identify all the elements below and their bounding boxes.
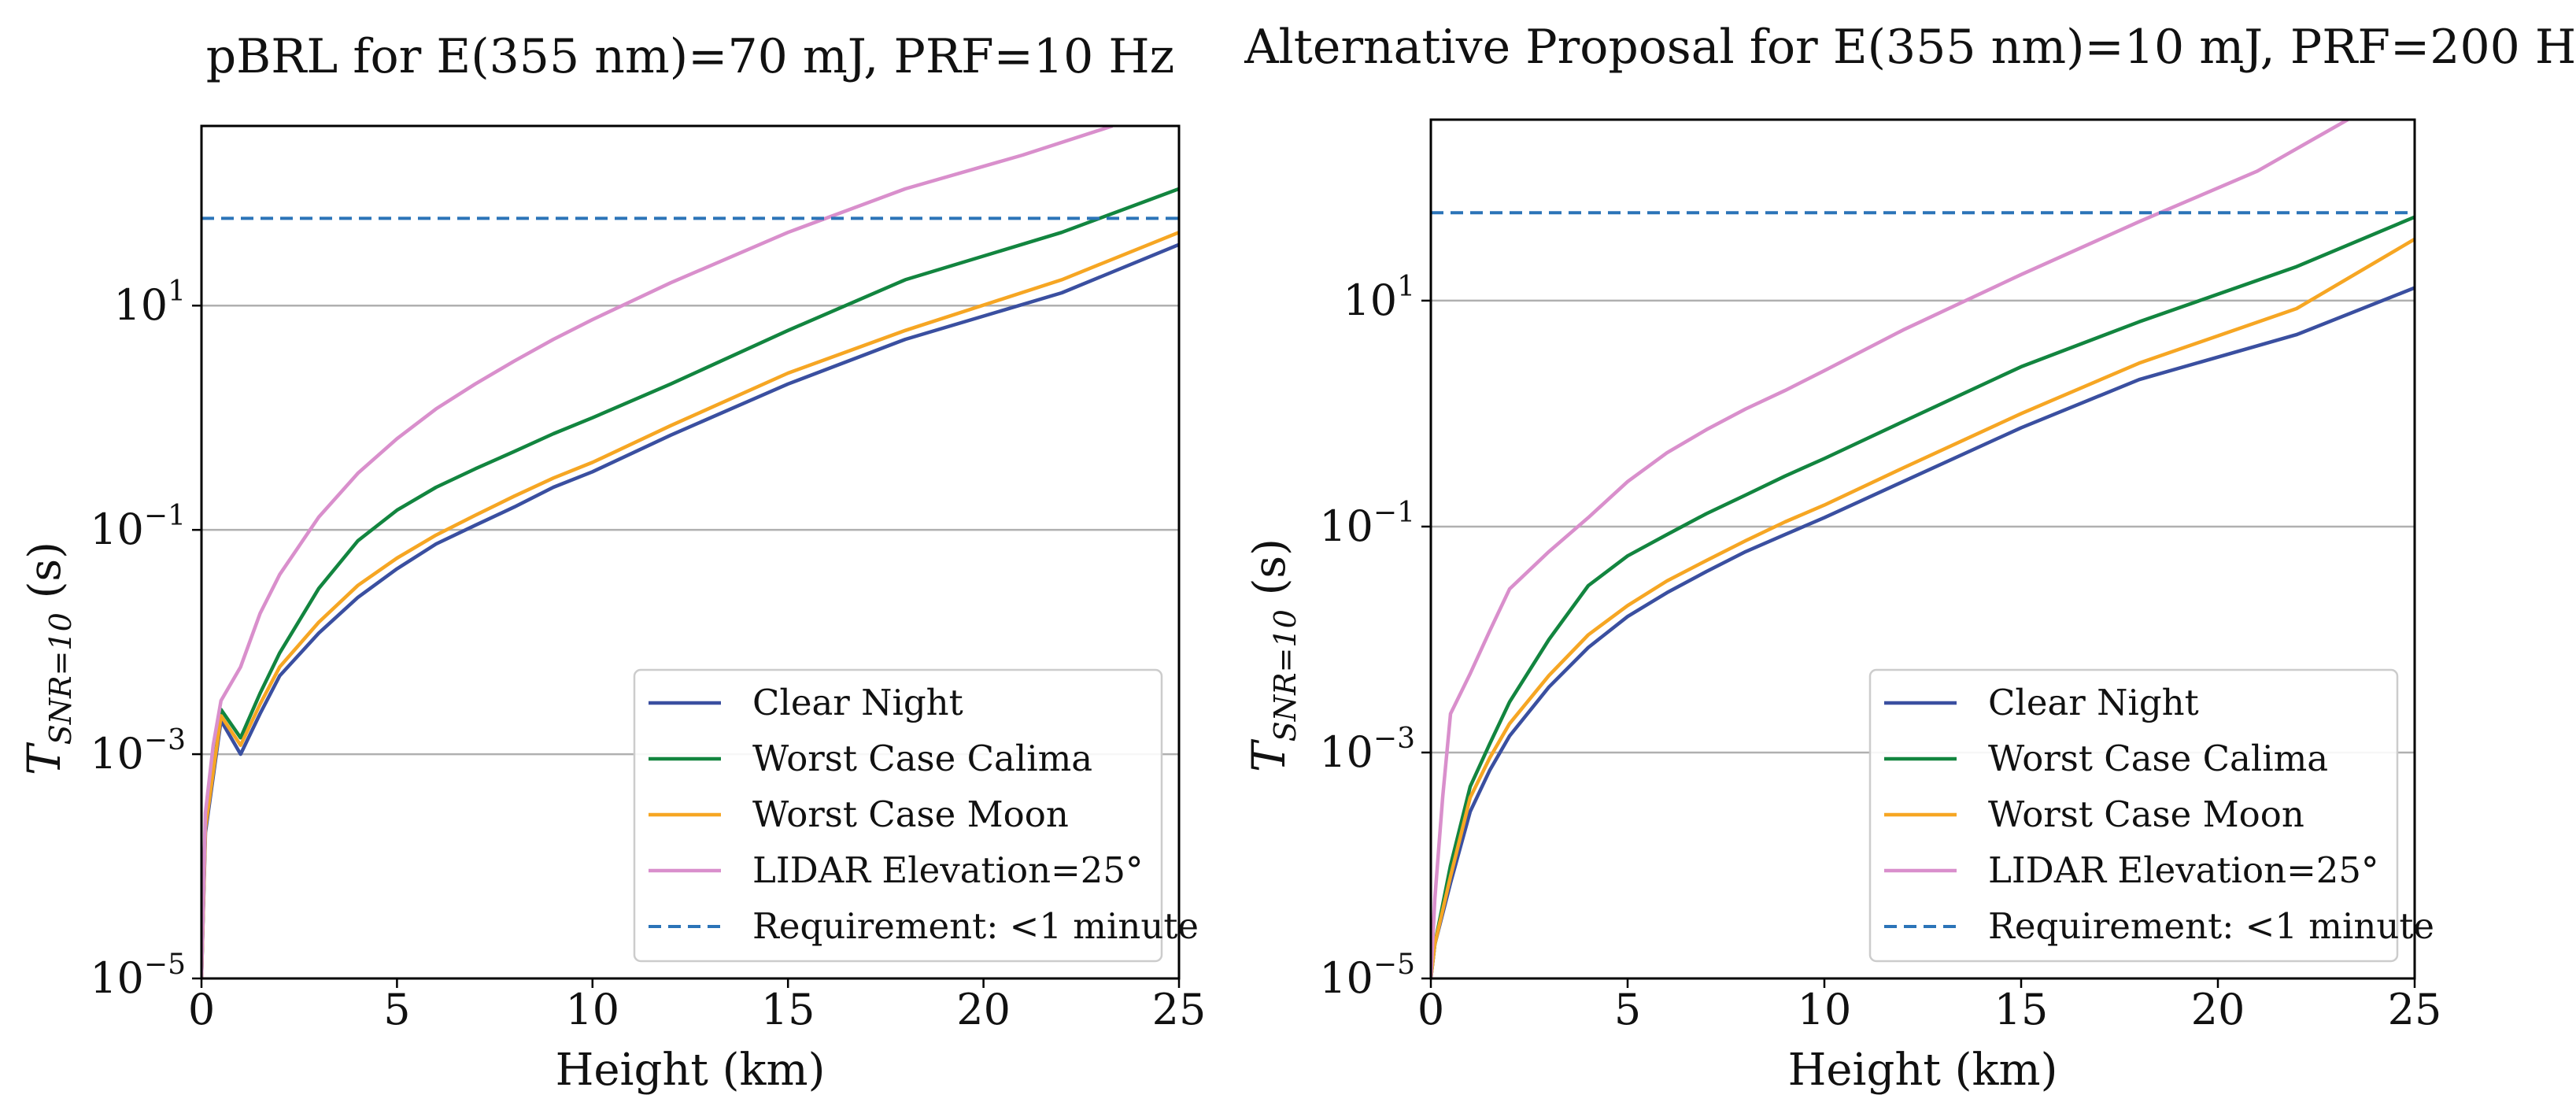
legend-label-worst_case_calima: Worst Case Calima [1988, 738, 2328, 779]
series-line-worst_case_calima [1431, 215, 2415, 978]
legend-label-worst_case_calima: Worst Case Calima [752, 738, 1092, 779]
y-tick-base: 10 [1319, 501, 1373, 551]
y-tick-label: 101 [113, 276, 186, 330]
y-tick-label: 10−1 [90, 500, 186, 554]
y-tick-exponent: 1 [168, 276, 186, 308]
y-tick-base: 10 [90, 505, 144, 554]
x-tick-label: 5 [1614, 985, 1641, 1034]
series-line-lidar_elevation [1431, 120, 2349, 978]
plot-frame [1429, 118, 2416, 980]
plot-frame [200, 124, 1181, 980]
legend-label-lidar_elevation: LIDAR Elevation=25° [752, 849, 1144, 891]
y-axis-label: TSNR=10 (s) [17, 542, 78, 775]
legend-box [633, 668, 1163, 963]
series-line-worst_case_calima [201, 187, 1179, 978]
y-axis-label-unit: (s) [20, 542, 71, 612]
y-tick-base: 10 [1319, 727, 1373, 777]
series-line-worst_case_moon [1431, 237, 2415, 978]
chart-title: pBRL for E(355 nm)=70 mJ, PRF=10 Hz [206, 29, 1175, 84]
y-tick-exponent: 1 [1397, 271, 1415, 303]
x-tick-label: 15 [1994, 985, 2049, 1034]
series-line-clear_night [1431, 286, 2415, 978]
x-tick-label: 10 [1798, 985, 1852, 1034]
x-tick-label: 5 [383, 985, 410, 1034]
y-tick-exponent: −1 [144, 500, 186, 532]
y-axis-label-unit: (s) [1244, 538, 1295, 609]
legend-label-requirement: Requirement: <1 minute [1988, 905, 2434, 947]
legend-label-clear_night: Clear Night [1988, 682, 2199, 723]
x-tick-label: 20 [2191, 985, 2245, 1034]
legend-label-requirement: Requirement: <1 minute [752, 905, 1199, 947]
x-tick-label: 10 [565, 985, 619, 1034]
y-tick-exponent: −5 [1373, 949, 1415, 981]
y-axis-label-subscript: SNR=10 [1268, 609, 1303, 742]
x-axis-label: Height (km) [1788, 1045, 2058, 1096]
legend-label-lidar_elevation: LIDAR Elevation=25° [1988, 849, 2379, 891]
y-tick-exponent: −3 [1373, 723, 1415, 755]
legend-box [1868, 668, 2399, 963]
y-tick-base: 10 [90, 953, 144, 1003]
legend-label-clear_night: Clear Night [752, 682, 963, 723]
y-tick-label: 10−3 [1319, 723, 1415, 777]
y-tick-exponent: −5 [144, 949, 186, 981]
y-axis-label: TSNR=10 (s) [1242, 538, 1303, 772]
y-tick-exponent: −3 [144, 724, 186, 756]
y-tick-base: 10 [90, 729, 144, 779]
y-tick-label: 101 [1343, 271, 1415, 325]
x-tick-label: 20 [956, 985, 1011, 1034]
chart-left: pBRL for E(355 nm)=70 mJ, PRF=10 Hz10110… [17, 29, 1206, 1096]
y-tick-base: 10 [1343, 276, 1397, 325]
legend: Clear Night Worst Case Calima Worst Case M… [633, 668, 1199, 963]
x-tick-label: 15 [761, 985, 815, 1034]
y-axis-label-main: T [17, 742, 71, 775]
chart-title: Alternative Proposal for E(355 nm)=10 mJ… [1244, 20, 2576, 75]
y-axis-label-main: T [1242, 738, 1295, 772]
y-axis-label-subscript: SNR=10 [43, 612, 78, 745]
legend: Clear Night Worst Case Calima Worst Case M… [1868, 668, 2434, 963]
y-tick-base: 10 [1319, 953, 1373, 1003]
x-tick-label: 25 [2388, 985, 2442, 1034]
chart-right: Alternative Proposal for E(355 nm)=10 mJ… [1242, 20, 2576, 1096]
legend-label-worst_case_moon: Worst Case Moon [752, 793, 1069, 835]
y-tick-exponent: −1 [1373, 497, 1415, 529]
series-line-worst_case_moon [201, 231, 1179, 978]
y-tick-label: 10−5 [1319, 949, 1415, 1003]
x-axis-label: Height (km) [556, 1045, 826, 1096]
y-tick-label: 10−3 [90, 724, 186, 779]
y-tick-label: 10−5 [90, 949, 186, 1003]
x-tick-label: 0 [1417, 985, 1444, 1034]
series-line-clear_night [201, 242, 1179, 978]
x-tick-label: 25 [1152, 985, 1207, 1034]
y-tick-label: 10−1 [1319, 497, 1415, 551]
y-tick-base: 10 [113, 280, 168, 330]
x-tick-label: 0 [188, 985, 215, 1034]
series-line-lidar_elevation [201, 126, 1114, 978]
legend-label-worst_case_moon: Worst Case Moon [1988, 793, 2304, 835]
